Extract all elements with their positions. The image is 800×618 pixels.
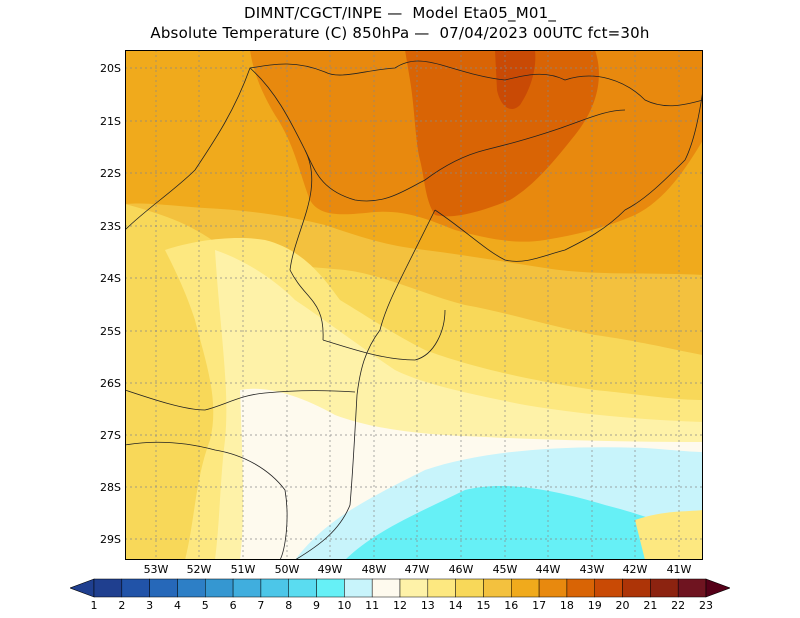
colorbar-swatch (427, 578, 456, 598)
colorbar-label: 4 (173, 599, 181, 612)
colorbar-label: 3 (146, 599, 154, 612)
colorbar-swatch (538, 578, 568, 598)
lon-label-52w: 52W (186, 563, 212, 576)
colorbar-label: 7 (257, 599, 265, 612)
colorbar-swatch (677, 578, 707, 598)
lon-label-49w: 49W (317, 563, 343, 576)
colorbar-swatch (344, 578, 373, 598)
lon-label-51w: 51W (230, 563, 256, 576)
temperature-map (125, 50, 703, 560)
colorbar-label: 11 (365, 599, 380, 612)
colorbar-swatch (511, 578, 540, 598)
lat-label-20s: 20S (100, 62, 121, 75)
colorbar-swatch (622, 578, 651, 598)
colorbar-label: 22 (671, 599, 686, 612)
colorbar-label: 17 (532, 599, 547, 612)
colorbar (70, 578, 730, 598)
lon-label-50w: 50W (274, 563, 300, 576)
field-t10 (345, 485, 703, 560)
colorbar-swatch (483, 578, 512, 598)
lon-label-53w: 53W (143, 563, 169, 576)
colorbar-swatch (316, 578, 345, 598)
colorbar-label: 9 (313, 599, 321, 612)
lat-label-24s: 24S (100, 272, 121, 285)
colorbar-label: 8 (285, 599, 293, 612)
colorbar-swatch (399, 578, 429, 598)
colorbar-swatch (121, 578, 150, 598)
lat-label-25s: 25S (100, 325, 121, 338)
colorbar-label: 1 (90, 599, 98, 612)
lon-label-44w: 44W (535, 563, 561, 576)
lat-label-27s: 27S (100, 429, 121, 442)
field-t20 (495, 50, 536, 110)
colorbar-label: 20 (615, 599, 630, 612)
colorbar-label: 12 (393, 599, 407, 612)
lat-label-26s: 26S (100, 377, 121, 390)
colorbar-arrow-high (705, 578, 730, 598)
colorbar-label: 13 (420, 599, 435, 612)
lat-label-21s: 21S (100, 115, 121, 128)
colorbar-label: 10 (337, 599, 352, 612)
field-t15-east (635, 510, 703, 560)
lat-label-22s: 22S (100, 167, 121, 180)
lon-label-41w: 41W (666, 563, 692, 576)
lon-label-47w: 47W (404, 563, 430, 576)
lat-label-29s: 29S (100, 533, 121, 546)
field-t19 (405, 50, 599, 217)
colorbar-label: 21 (643, 599, 658, 612)
colorbar-swatch (232, 578, 262, 598)
colorbar-label: 6 (229, 599, 237, 612)
colorbar-swatch (455, 578, 484, 598)
colorbar-label: 15 (476, 599, 491, 612)
lon-label-46w: 46W (448, 563, 474, 576)
colorbar-swatch (594, 578, 623, 598)
colorbar-swatch (371, 578, 401, 598)
colorbar-swatch (260, 578, 289, 598)
graticule (125, 50, 703, 560)
colorbar-swatch (93, 578, 123, 598)
lat-label-23s: 23S (100, 220, 121, 233)
lon-label-43w: 43W (579, 563, 605, 576)
colorbar-swatch (288, 578, 317, 598)
colorbar-swatch (205, 578, 234, 598)
colorbar-label: 5 (201, 599, 209, 612)
colorbar-label: 2 (118, 599, 126, 612)
colorbar-arrow-low (70, 578, 95, 598)
colorbar-swatch (566, 578, 595, 598)
colorbar-label: 23 (699, 599, 713, 612)
colorbar-label: 14 (448, 599, 463, 612)
colorbar-label: 18 (559, 599, 574, 612)
chart-title-line2: Absolute Temperature (C) 850hPa — 07/04/… (150, 24, 650, 42)
lon-label-45w: 45W (492, 563, 518, 576)
colorbar-swatch (650, 578, 679, 598)
borders (125, 60, 703, 560)
lon-label-48w: 48W (361, 563, 387, 576)
chart-title-line1: DIMNT/CGCT/INPE — Model Eta05_M01_ (243, 4, 557, 22)
lat-label-28s: 28S (100, 481, 121, 494)
lon-label-42w: 42W (622, 563, 648, 576)
colorbar-label: 19 (587, 599, 602, 612)
colorbar-swatch (149, 578, 178, 598)
colorbar-swatch (177, 578, 206, 598)
colorbar-label: 16 (504, 599, 519, 612)
